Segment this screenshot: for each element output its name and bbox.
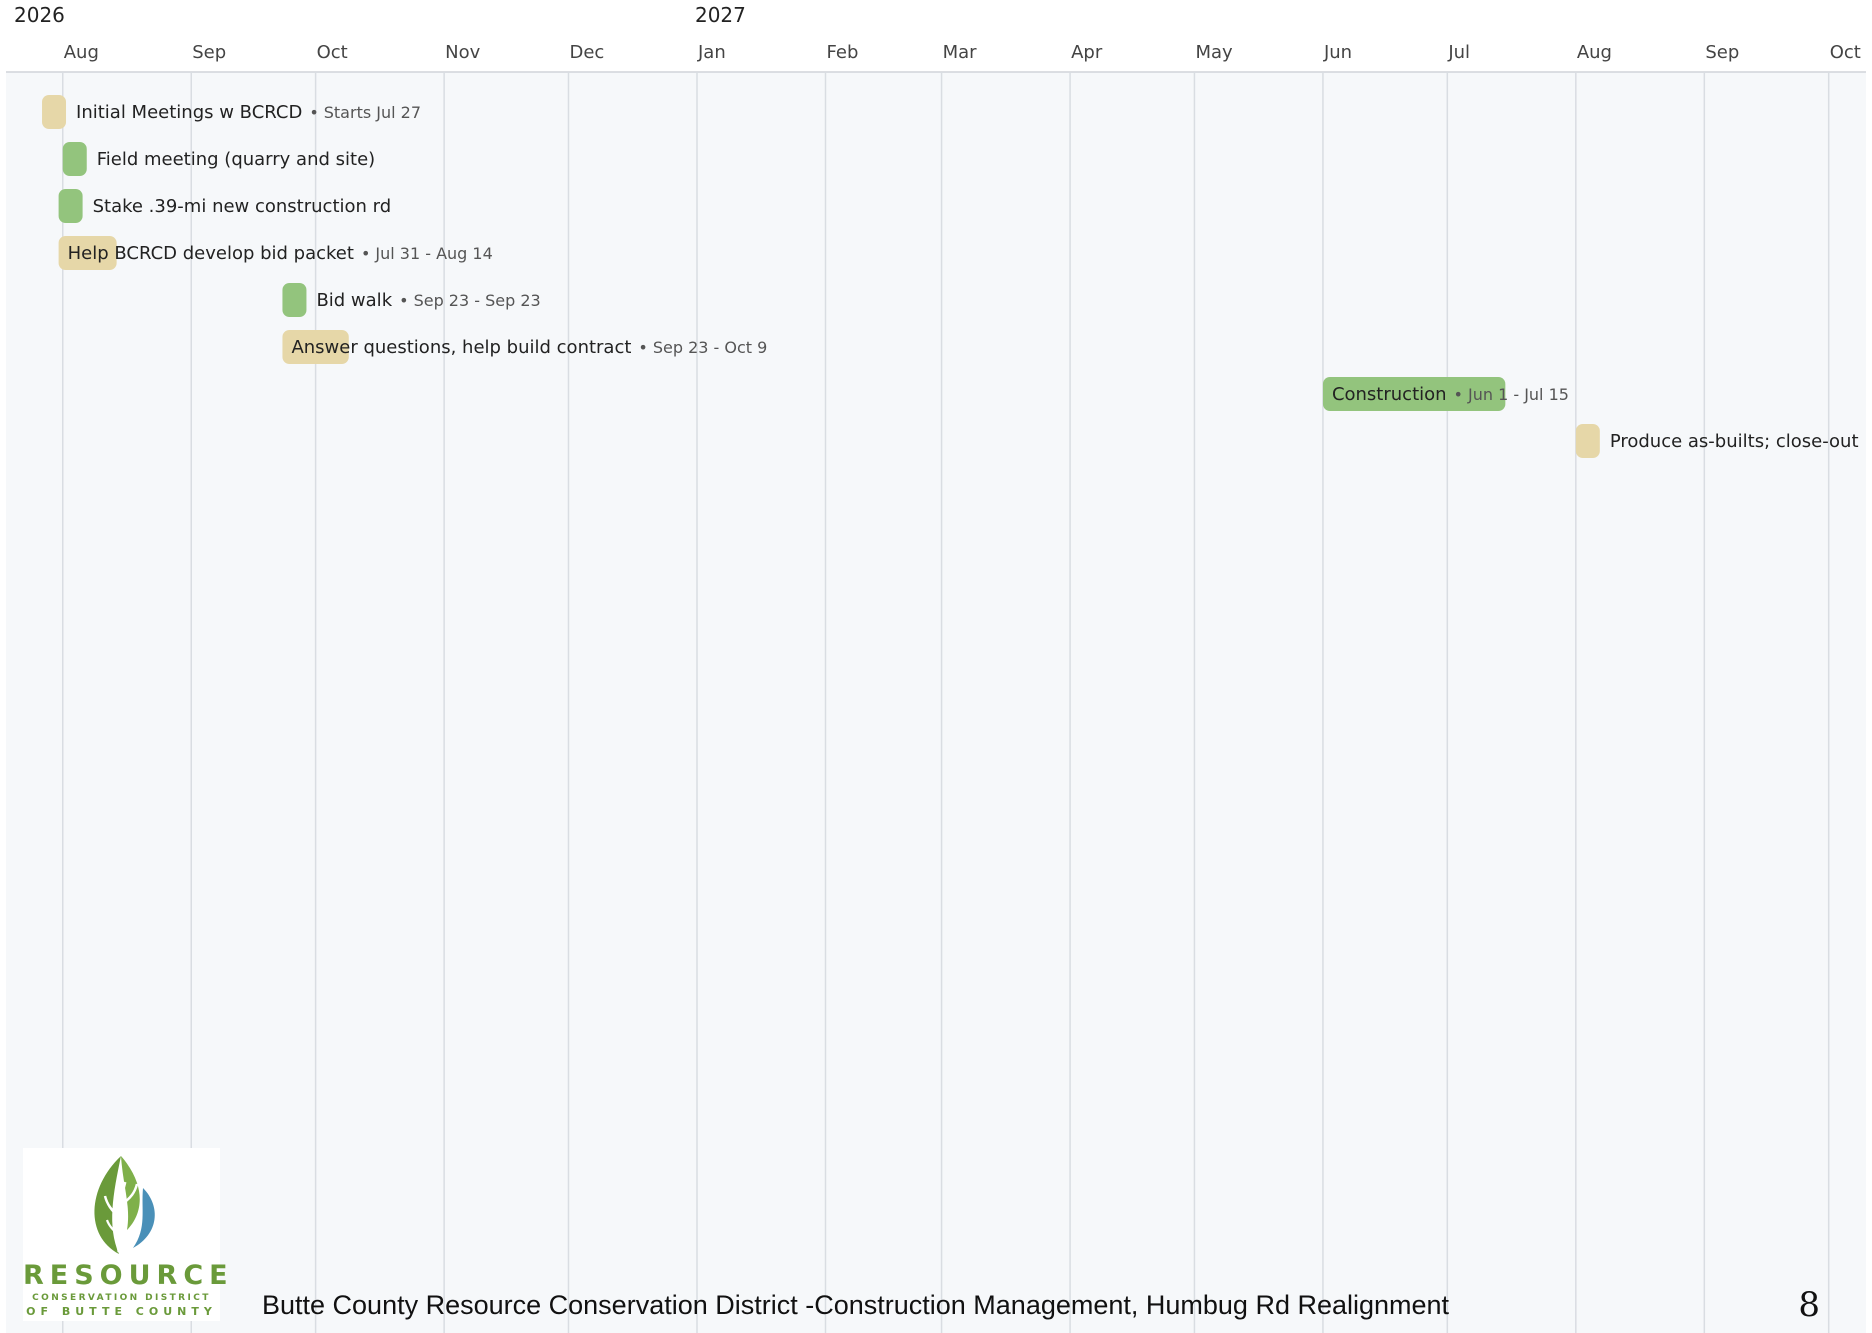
task-separator: • [309, 103, 318, 122]
task-separator: • [638, 338, 647, 357]
month-label-2027-05-01: May [1195, 42, 1233, 63]
page-number: 8 [1798, 1285, 1820, 1325]
month-label-2027-07-01: Jul [1447, 42, 1470, 63]
month-label-2026-10-01: Oct [317, 42, 348, 63]
month-gridlines [61, 72, 1830, 1333]
month-label-2026-08-01: Aug [64, 42, 99, 63]
month-label-2027-02-01: Feb [827, 42, 859, 63]
task-name: Answer questions, help build contract [291, 337, 631, 358]
logo-subtitle-line2: OF BUTTE COUNTY [26, 1305, 217, 1318]
header-band [6, 0, 1866, 72]
leaf-water-emblem-icon [94, 1156, 155, 1254]
month-label-2027-10-01: Oct [1830, 42, 1861, 63]
task-row[interactable]: Answer questions, help build contract • Se… [282, 330, 767, 364]
task-name: Stake .39-mi new construction rd [93, 196, 392, 217]
year-label-2027: 2027 [695, 3, 746, 27]
task-name: Help BCRCD develop bid packet [68, 243, 354, 264]
task-bar[interactable] [282, 283, 307, 317]
task-label: Help BCRCD develop bid packet • Jul 31 - A… [68, 243, 493, 264]
task-row[interactable]: Initial Meetings w BCRCD • Starts Jul 27 [42, 95, 421, 129]
month-label-2027-09-01: Sep [1705, 42, 1739, 63]
task-dates: Jun 1 - Jul 15 [1467, 385, 1569, 404]
task-bar[interactable] [58, 189, 83, 223]
logo-subtitle-line1: CONSERVATION DISTRICT [32, 1293, 211, 1303]
task-rows: Initial Meetings w BCRCD • Starts Jul 27 Fi… [42, 95, 1859, 458]
month-label-2027-03-01: Mar [943, 42, 978, 63]
task-row[interactable]: Help BCRCD develop bid packet • Jul 31 - A… [58, 236, 493, 270]
task-name: Bid walk [316, 290, 392, 311]
month-label-2026-11-01: Nov [445, 42, 480, 63]
task-dates: Sep 23 - Oct 9 [653, 338, 767, 357]
task-bar[interactable] [282, 330, 349, 364]
task-label: Produce as-builts; close-out [1610, 431, 1859, 452]
month-label-2027-08-01: Aug [1577, 42, 1612, 63]
month-label-2026-09-01: Sep [192, 42, 226, 63]
task-row[interactable]: Produce as-builts; close-out [1575, 424, 1859, 458]
task-bar[interactable] [1322, 377, 1506, 411]
task-label: Stake .39-mi new construction rd [93, 196, 392, 217]
task-label: Construction • Jun 1 - Jul 15 [1332, 384, 1569, 405]
month-labels: Aug Sep Oct Nov Dec Jan Feb Mar Apr May Jun Jul Aug S… [64, 42, 1861, 63]
task-label: Field meeting (quarry and site) [97, 149, 375, 170]
month-label-2027-01-01: Jan [697, 42, 726, 63]
task-label: Initial Meetings w BCRCD • Starts Jul 27 [76, 102, 421, 123]
month-label-2027-06-01: Jun [1323, 42, 1352, 63]
task-row[interactable]: Field meeting (quarry and site) [62, 142, 375, 176]
task-name: Field meeting (quarry and site) [97, 149, 375, 170]
rcd-logo: RESOURCE CONSERVATION DISTRICT OF BUTTE … [23, 1148, 234, 1321]
task-row[interactable]: Construction • Jun 1 - Jul 15 [1322, 377, 1569, 411]
task-row[interactable]: Stake .39-mi new construction rd [58, 189, 392, 223]
task-name: Initial Meetings w BCRCD [76, 102, 302, 123]
task-dates: Starts Jul 27 [324, 103, 421, 122]
task-bar[interactable] [42, 95, 67, 129]
slide-footer-title: Butte County Resource Conservation Distr… [262, 1290, 1450, 1320]
task-name: Construction [1332, 384, 1447, 405]
year-label-2026: 2026 [14, 3, 65, 27]
month-label-2027-04-01: Apr [1071, 42, 1103, 63]
task-separator: • [361, 244, 370, 263]
task-label: Answer questions, help build contract • Se… [291, 337, 767, 358]
year-labels: 2026 2027 [14, 3, 746, 27]
task-separator: • [399, 291, 408, 310]
month-label-2026-12-01: Dec [569, 42, 604, 63]
task-dates: Jul 31 - Aug 14 [374, 244, 492, 263]
task-separator: • [1454, 385, 1463, 404]
task-bar[interactable] [62, 142, 87, 176]
task-label: Bid walk • Sep 23 - Sep 23 [316, 290, 540, 311]
task-bar[interactable] [1575, 424, 1600, 458]
task-row[interactable]: Bid walk • Sep 23 - Sep 23 [282, 283, 541, 317]
task-bar[interactable] [58, 236, 117, 270]
logo-wordmark: RESOURCE [23, 1260, 234, 1291]
task-name: Produce as-builts; close-out [1610, 431, 1859, 452]
task-dates: Sep 23 - Sep 23 [414, 291, 541, 310]
